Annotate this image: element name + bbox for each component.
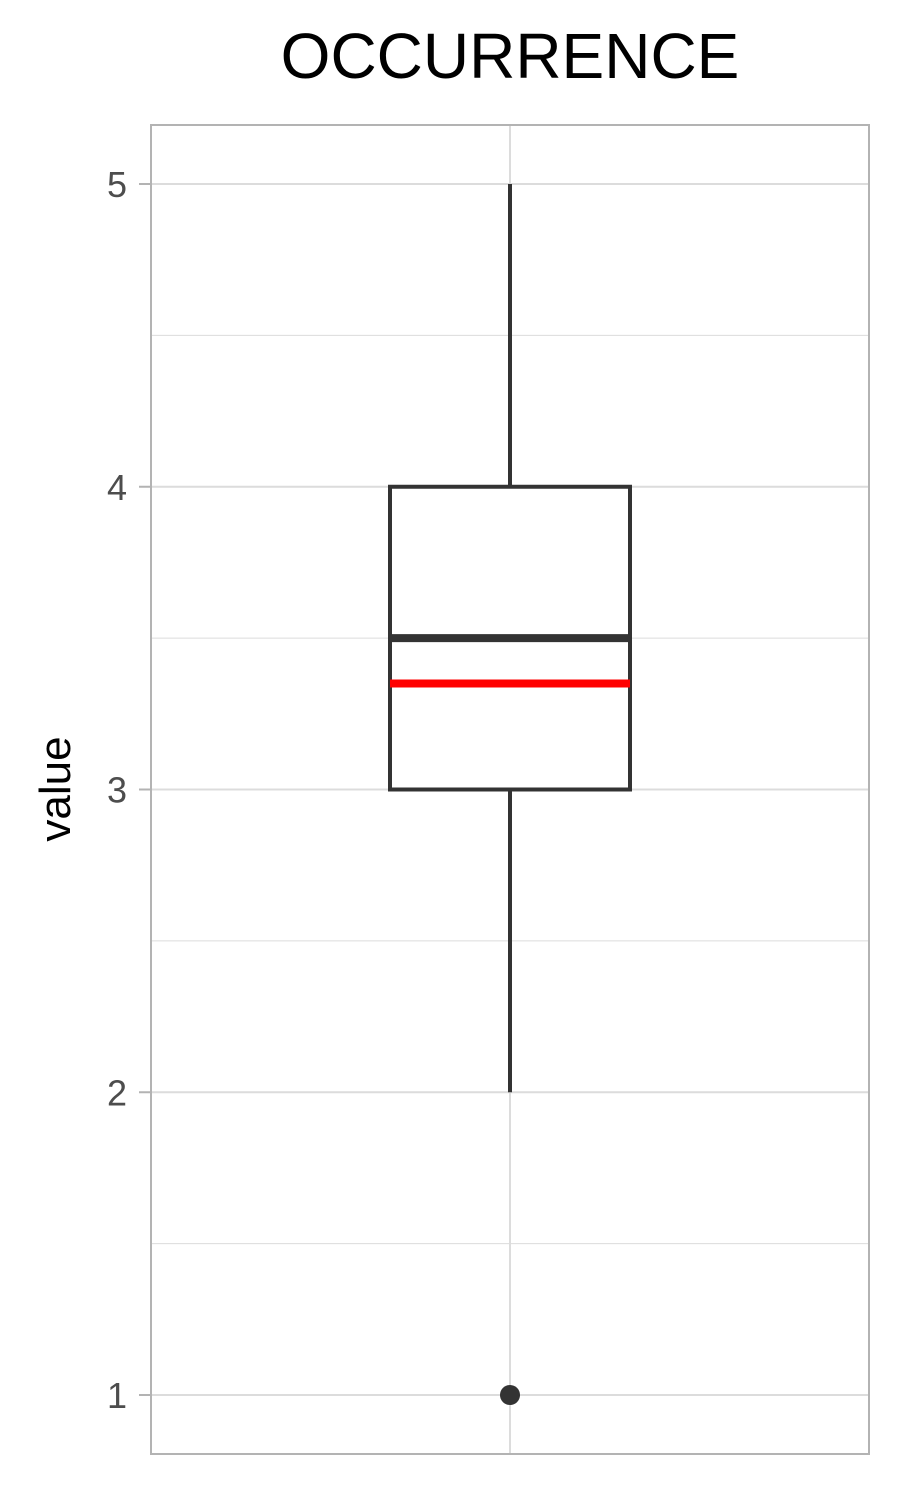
panel-border bbox=[150, 124, 870, 1455]
y-tick-label: 1 bbox=[107, 1375, 127, 1416]
plot-area: 1 2 3 4 5 bbox=[107, 124, 870, 1455]
y-tick-label: 5 bbox=[107, 164, 127, 205]
y-tick-label: 2 bbox=[107, 1072, 127, 1113]
y-tick-label: 3 bbox=[107, 770, 127, 811]
chart-title: OCCURRENCE bbox=[281, 20, 740, 92]
y-tick-label: 4 bbox=[107, 467, 127, 508]
y-axis-label: value bbox=[31, 736, 80, 841]
outlier-point bbox=[500, 1385, 520, 1405]
